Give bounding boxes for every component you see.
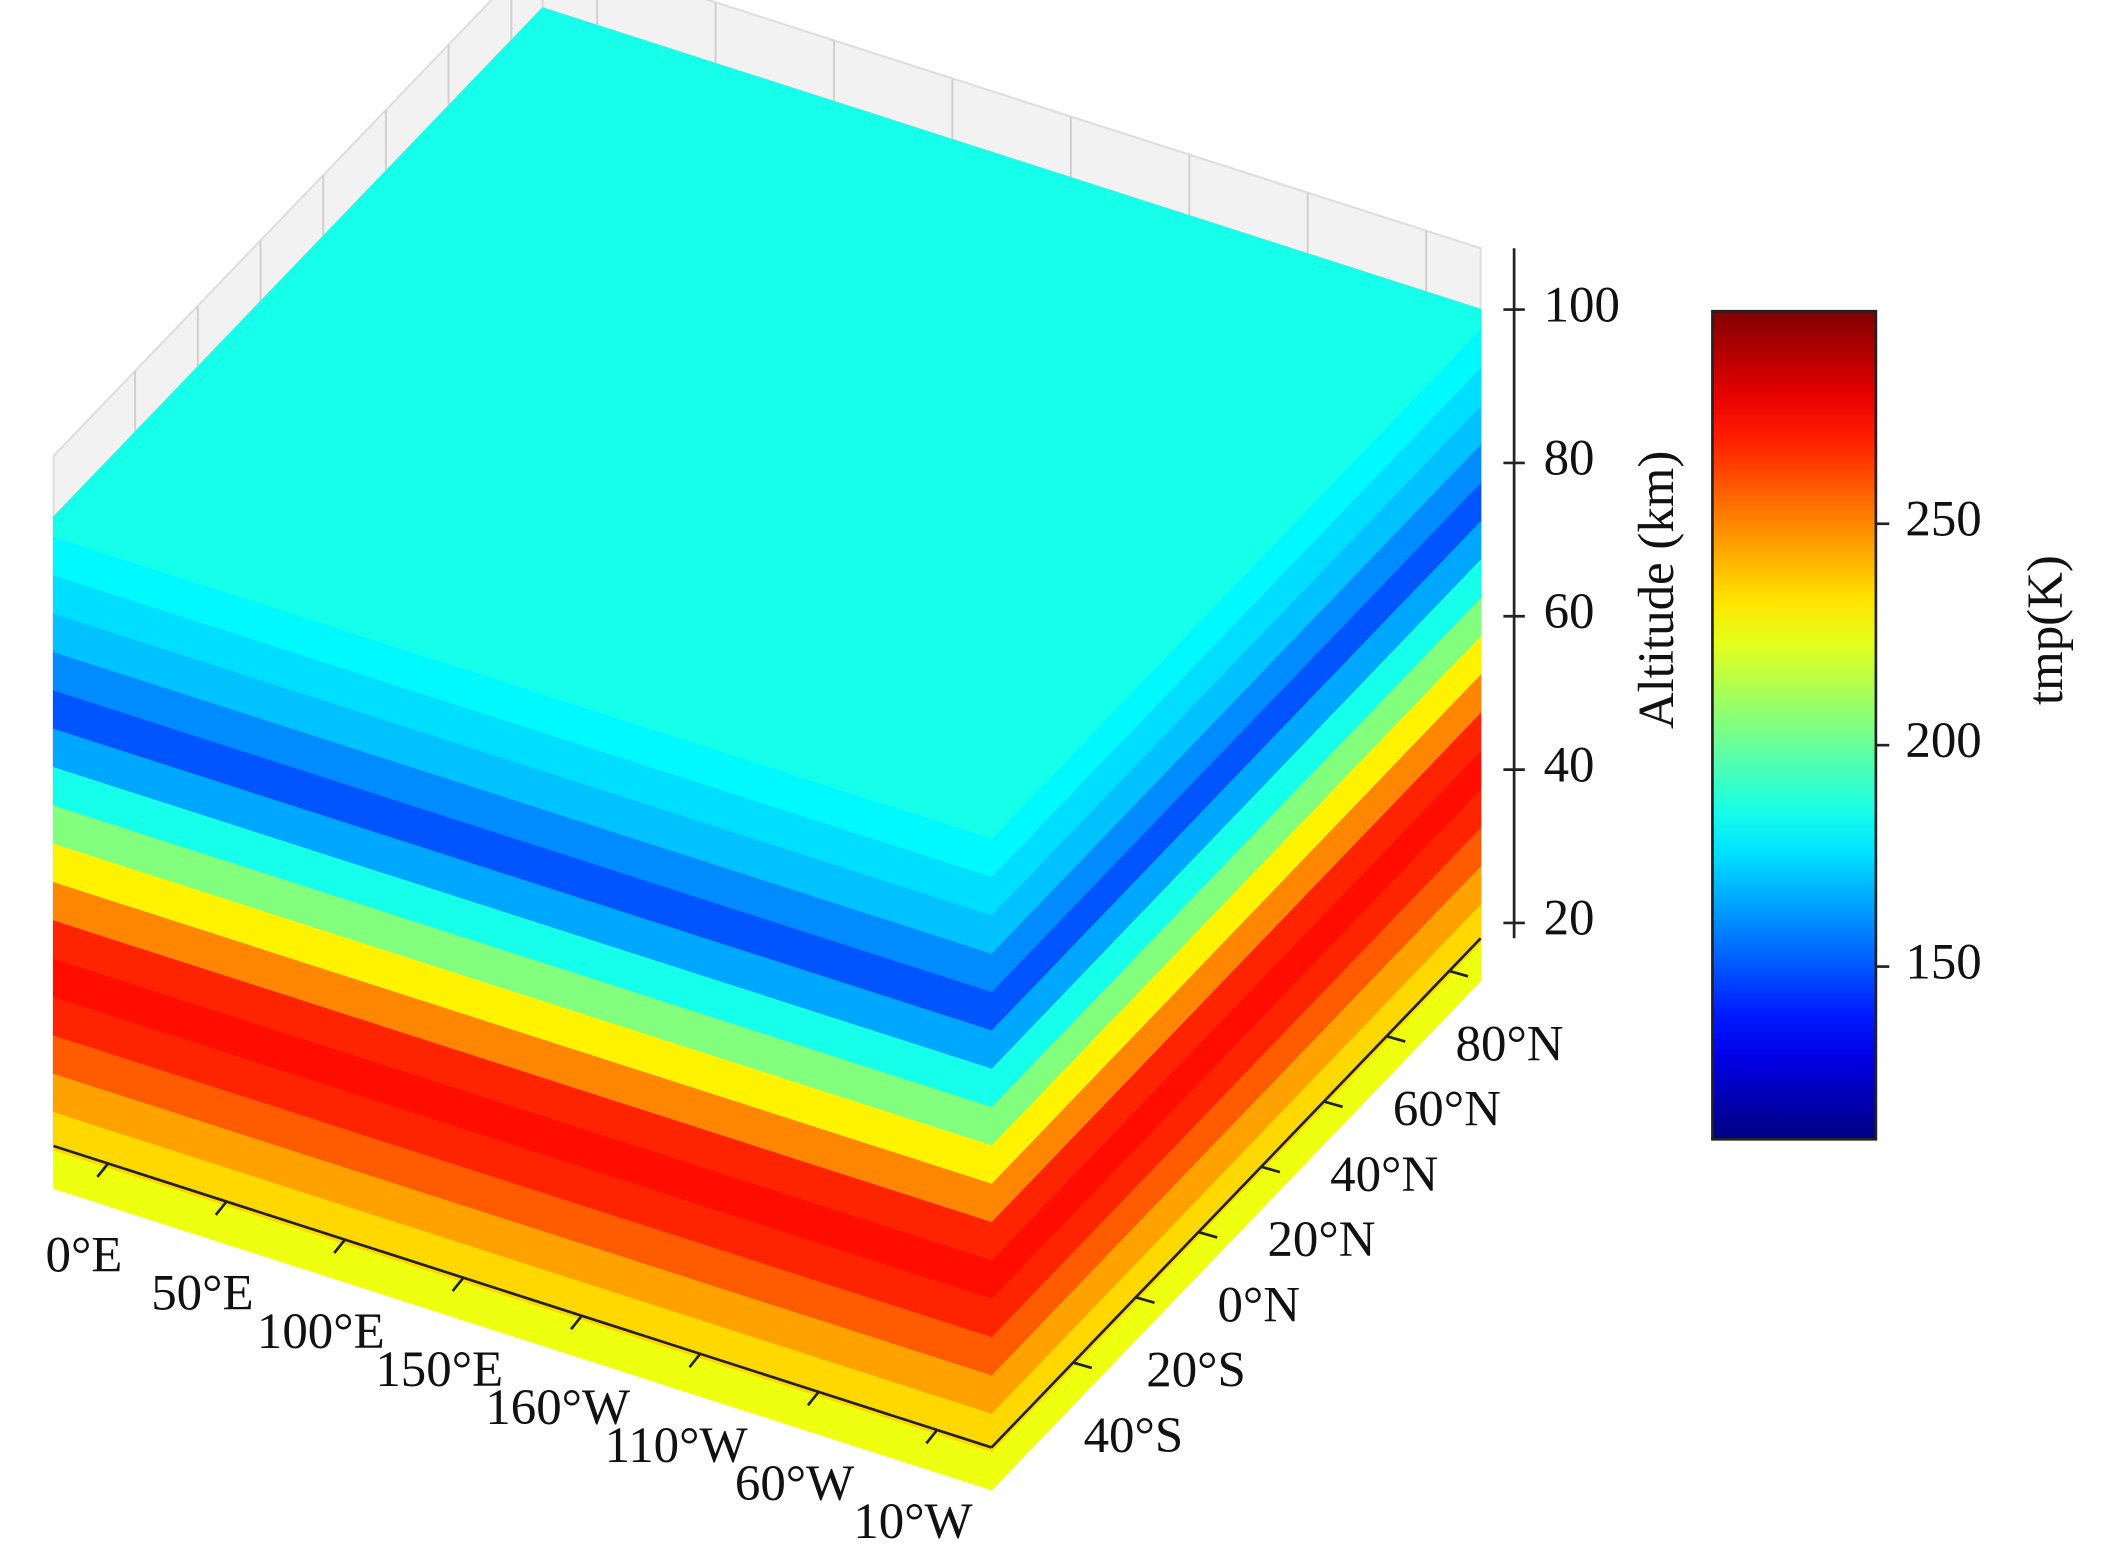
z-tick-label: 60 — [1544, 584, 1595, 640]
colorbar — [1711, 309, 1878, 1141]
y-tick-label: 20°S — [1146, 1343, 1246, 1399]
y-tick — [1448, 969, 1469, 978]
x-tick — [333, 1238, 346, 1254]
x-tick — [451, 1276, 465, 1292]
colorbar-label: tmp(K) — [2018, 555, 2074, 705]
y-tick — [1323, 1100, 1343, 1109]
y-tick-label: 80°N — [1456, 1016, 1564, 1072]
x-tick-label: 110°W — [605, 1418, 748, 1474]
x-tick — [214, 1200, 228, 1216]
y-tick — [1198, 1230, 1218, 1239]
z-tick-label: 40 — [1544, 737, 1595, 793]
z-tick-label: 100 — [1544, 277, 1620, 333]
x-tick-label: 150°E — [375, 1342, 503, 1398]
x-tick-label: 0°E — [46, 1228, 123, 1284]
z-axis-label: Altitude (km) — [1629, 451, 1685, 730]
x-tick-label: 100°E — [257, 1304, 385, 1360]
y-tick-label: 40°S — [1084, 1408, 1184, 1464]
x-tick-label: 160°W — [485, 1380, 630, 1436]
x-tick — [688, 1352, 702, 1369]
x-tick — [96, 1162, 110, 1178]
y-tick — [1135, 1296, 1155, 1304]
x-tick-label: 10°W — [853, 1494, 972, 1550]
x-axis — [53, 1144, 992, 1449]
y-tick-label: 40°N — [1330, 1147, 1438, 1203]
x-tick-label: 50°E — [151, 1266, 253, 1322]
x-tick — [806, 1391, 820, 1407]
colorbar-tick-label: 250 — [1905, 491, 1981, 547]
top-surface — [52, 7, 1482, 820]
x-tick-label: 60°W — [735, 1456, 854, 1512]
y-tick-label: 60°N — [1393, 1082, 1501, 1138]
colorbar-tick-label: 200 — [1905, 713, 1981, 769]
colorbar-tick-label: 150 — [1905, 934, 1981, 990]
y-tick-label: 20°N — [1267, 1212, 1375, 1268]
x-tick — [570, 1314, 583, 1330]
y-tick — [1072, 1361, 1093, 1370]
y-tick-label: 0°N — [1217, 1277, 1300, 1333]
z-tick-label: 80 — [1544, 431, 1595, 487]
y-tick — [1260, 1165, 1281, 1174]
y-tick — [1386, 1034, 1406, 1043]
x-tick — [925, 1429, 939, 1445]
z-tick-label: 20 — [1544, 891, 1595, 947]
data-volume — [52, 7, 1482, 1492]
